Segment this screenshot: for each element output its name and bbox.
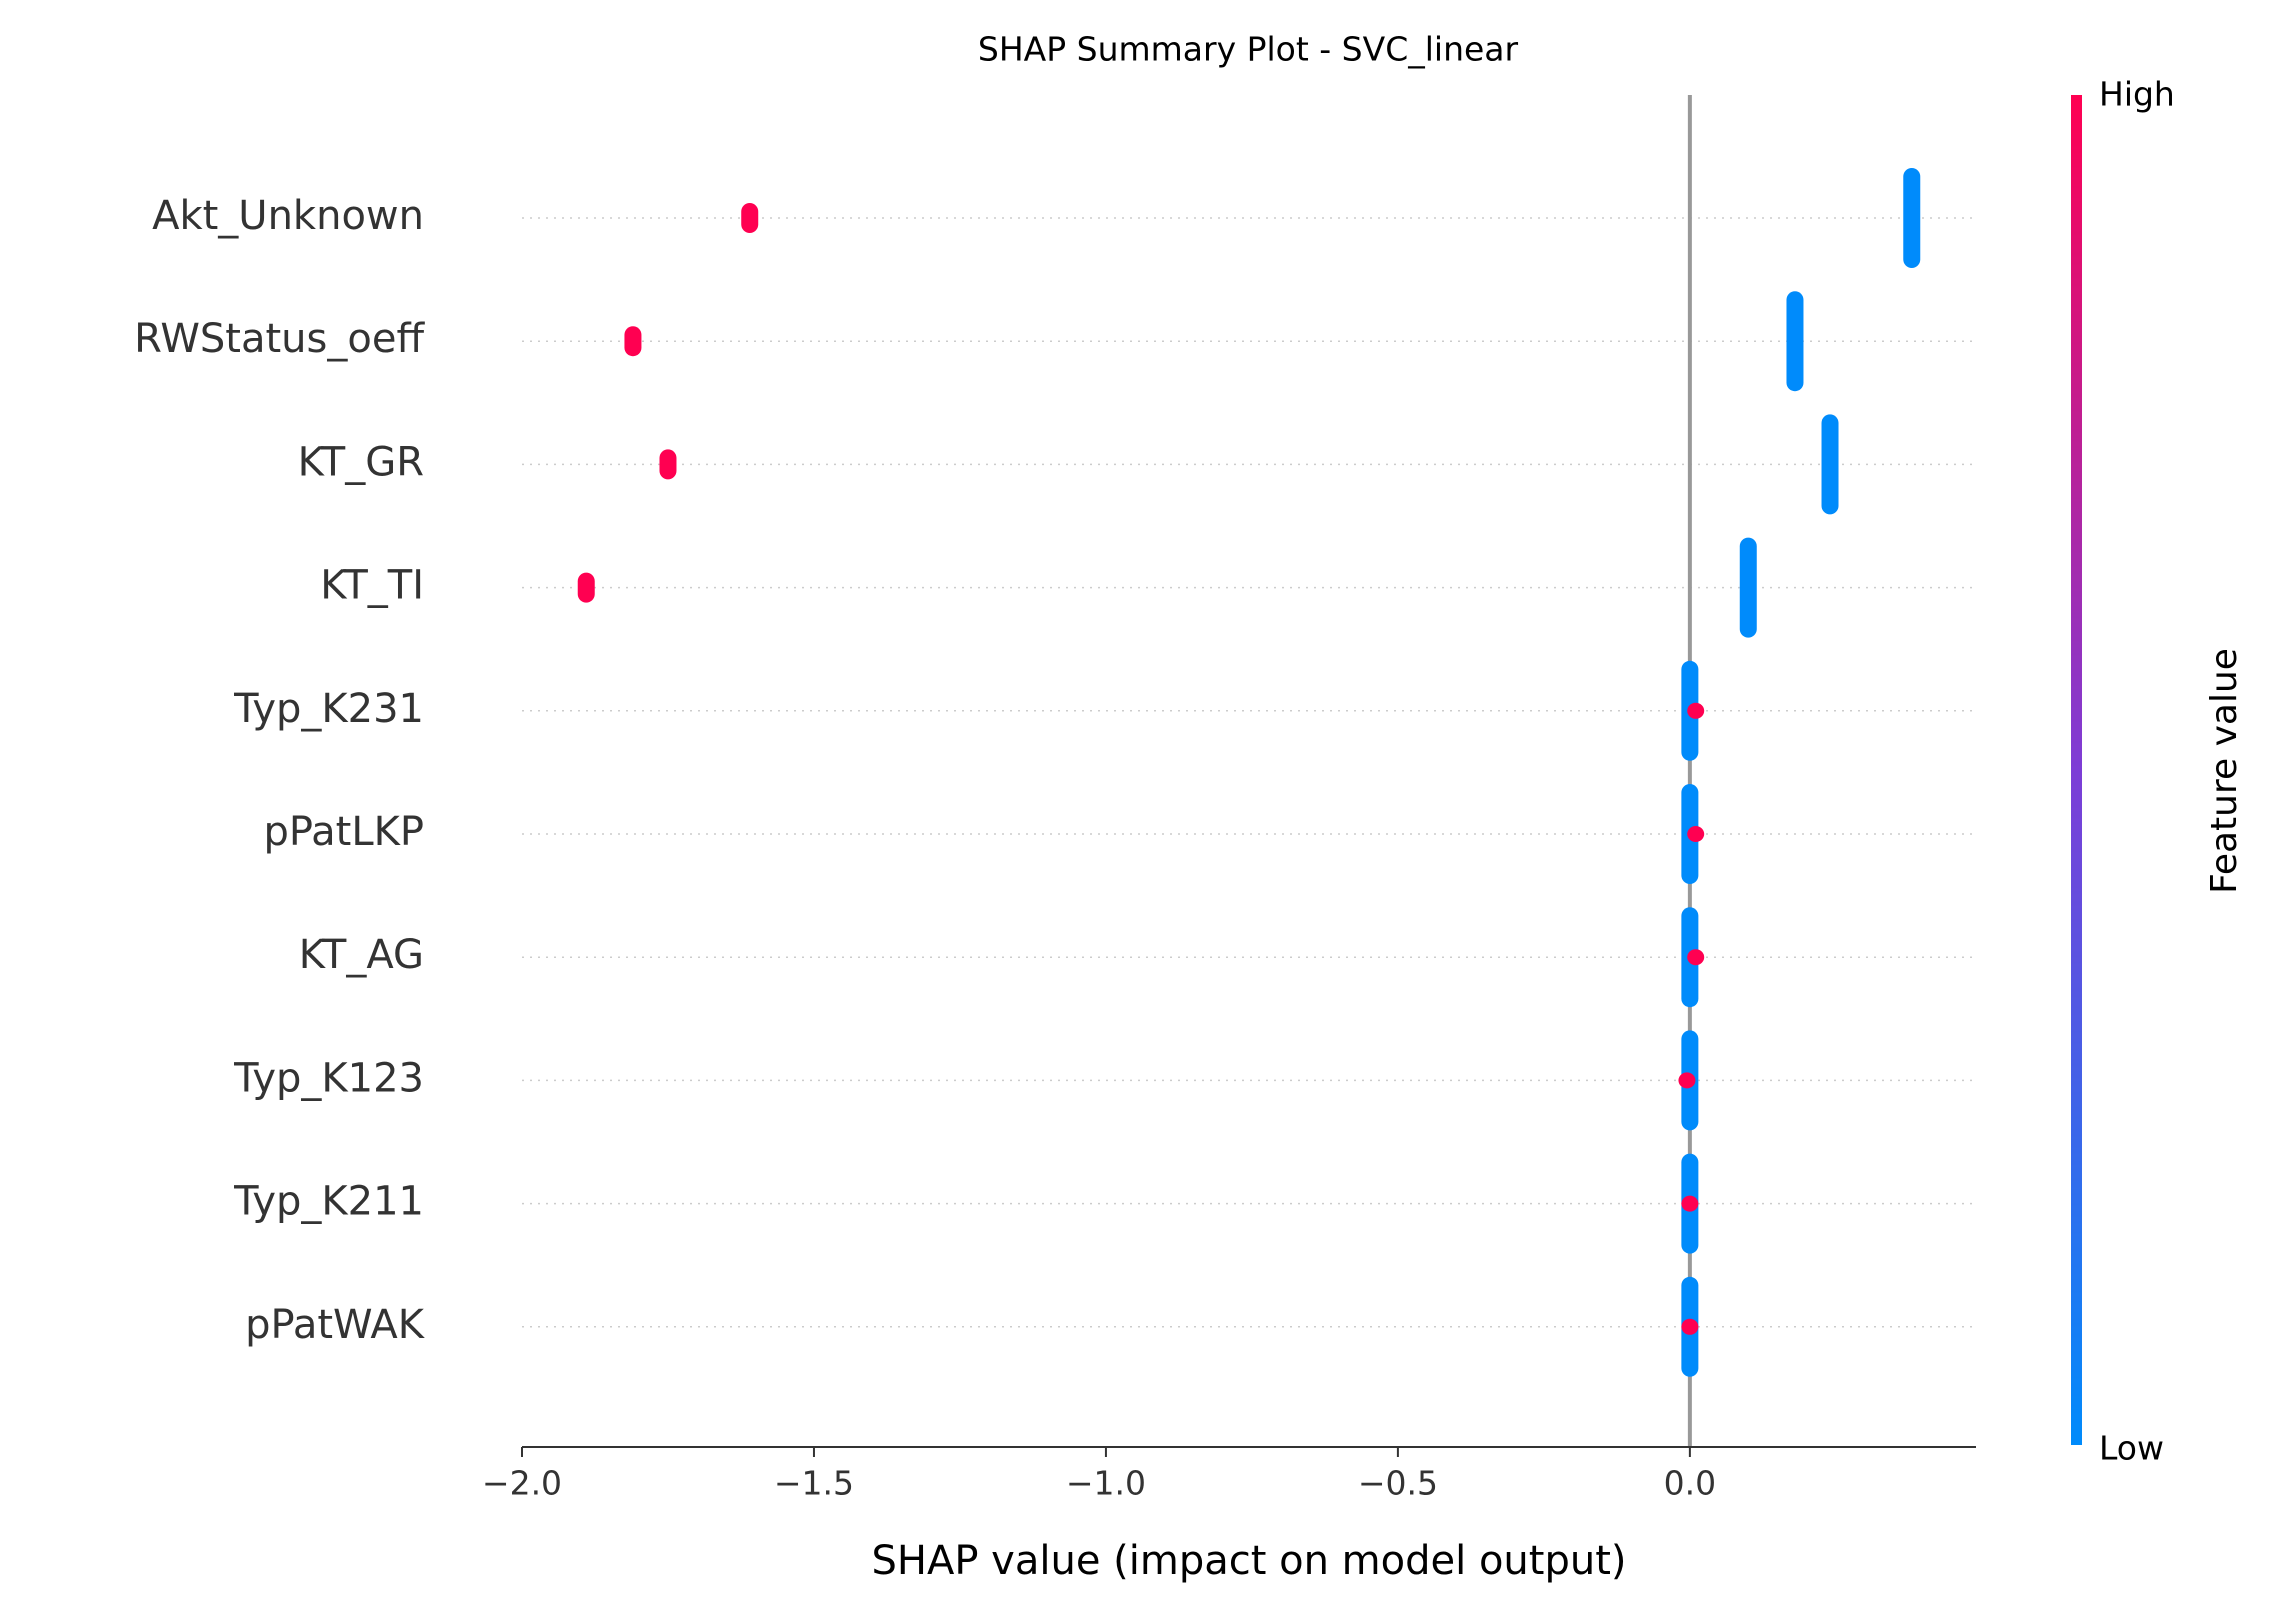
feature-label: KT_TI bbox=[320, 563, 424, 609]
feature-label: Typ_K231 bbox=[233, 686, 424, 732]
feature-label: RWStatus_oeff bbox=[134, 316, 425, 362]
colorbar bbox=[2071, 95, 2082, 1445]
high-value-points bbox=[1678, 1072, 1696, 1089]
x-axis-label: SHAP value (impact on model output) bbox=[872, 1538, 1627, 1584]
feature-label: Typ_K211 bbox=[233, 1179, 424, 1225]
high-value-points bbox=[1687, 826, 1705, 842]
high-value-points bbox=[577, 572, 595, 603]
chart-title: SHAP Summary Plot - SVC_linear bbox=[978, 30, 1519, 69]
feature-label: Typ_K123 bbox=[233, 1055, 424, 1101]
x-tick-label: −1.5 bbox=[774, 1464, 854, 1503]
high-value-points bbox=[1687, 949, 1705, 966]
feature-label: Akt_Unknown bbox=[152, 193, 424, 239]
high-value-points bbox=[1681, 1195, 1699, 1212]
feature-label: pPatLKP bbox=[263, 809, 424, 855]
high-value-points bbox=[659, 449, 677, 480]
high-value-points bbox=[624, 326, 642, 357]
x-tick-label: 0.0 bbox=[1664, 1464, 1716, 1503]
feature-label: KT_GR bbox=[298, 439, 424, 485]
x-tick-label: −2.0 bbox=[482, 1464, 562, 1503]
low-value-points bbox=[1903, 168, 1921, 268]
low-value-points bbox=[1786, 291, 1804, 392]
x-tick-label: −1.0 bbox=[1066, 1464, 1146, 1503]
colorbar-low-label: Low bbox=[2099, 1429, 2164, 1468]
high-value-points bbox=[1681, 1318, 1699, 1335]
feature-label: pPatWAK bbox=[245, 1302, 426, 1348]
x-tick-label: −0.5 bbox=[1358, 1464, 1438, 1503]
high-value-points bbox=[1687, 702, 1705, 719]
low-value-points bbox=[1821, 414, 1839, 515]
colorbar-high-label: High bbox=[2099, 75, 2175, 114]
high-value-points bbox=[741, 203, 759, 233]
colorbar-title: Feature value bbox=[2204, 648, 2245, 894]
feature-label: KT_AG bbox=[299, 932, 424, 978]
low-value-points bbox=[1739, 537, 1757, 638]
